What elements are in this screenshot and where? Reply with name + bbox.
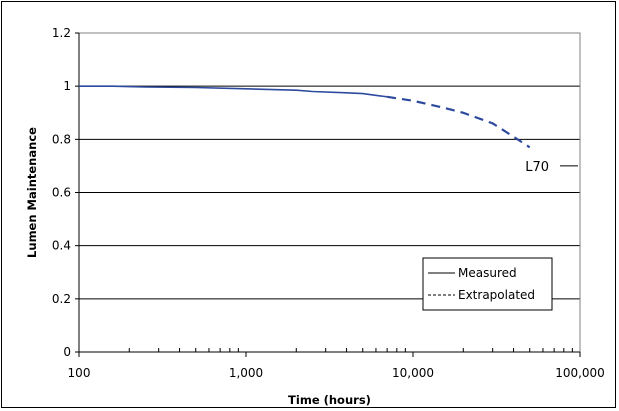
- x-axis-title: Time (hours): [288, 393, 371, 407]
- y-tick-label: 0.4: [52, 239, 71, 253]
- y-tick-label: 0: [63, 345, 71, 359]
- y-tick-label: 0.8: [52, 132, 71, 146]
- x-tick-label: 10,000: [392, 366, 434, 380]
- legend: Measured Extrapolated: [422, 257, 553, 311]
- legend-label: Extrapolated: [458, 288, 535, 302]
- y-tick-label: 0.2: [52, 292, 71, 306]
- x-tick-label: 100,000: [555, 366, 605, 380]
- series-line-extrapolated: [386, 95, 531, 149]
- y-tick-label: 0.6: [52, 186, 71, 200]
- x-tick-label: 1,000: [229, 366, 263, 380]
- series: [79, 85, 531, 149]
- y-tick-label: 1: [63, 79, 71, 93]
- x-tick-label: 100: [68, 366, 91, 380]
- axes: 0 0.2 0.4 0.6 0.8 1 1.2 100 1,000 10,000 100,000: [52, 26, 605, 380]
- y-axis-title: Lumen Maintenance: [25, 127, 39, 258]
- y-tick-label: 1.2: [52, 26, 71, 40]
- annotation-label: L70: [525, 160, 549, 175]
- legend-label: Measured: [458, 266, 517, 280]
- legend-box: [422, 257, 553, 311]
- annotations: L70: [525, 160, 578, 175]
- series-line-measured: [79, 85, 388, 98]
